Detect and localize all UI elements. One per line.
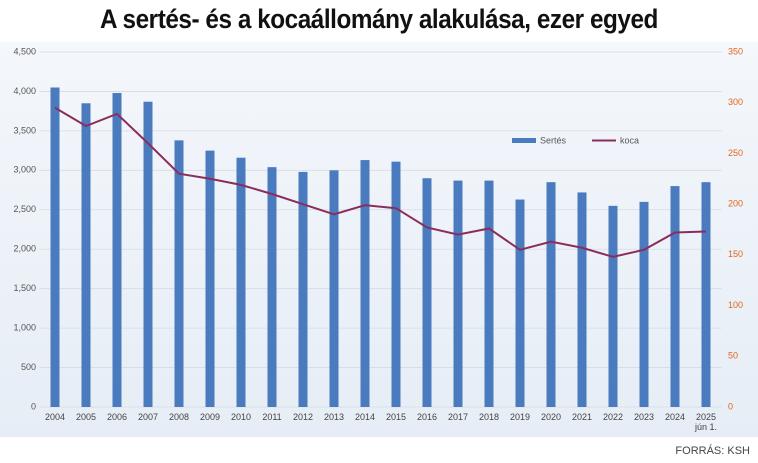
y-tick-label: 1,500	[13, 283, 36, 293]
x-tick-label: 2010	[230, 412, 252, 422]
y-tick-label: 3,500	[13, 125, 36, 135]
y-tick-label: 2,500	[13, 204, 36, 214]
y2-tick-label: 0	[728, 401, 733, 411]
plot-background	[0, 42, 758, 437]
bar	[50, 87, 60, 407]
y2-tick-label: 250	[728, 148, 743, 158]
bar	[112, 93, 122, 408]
line	[54, 106, 707, 258]
bar	[670, 186, 680, 407]
y-tick-label: 500	[21, 362, 36, 372]
x-tick-label: 2021	[571, 412, 593, 422]
legend-label: koca	[620, 135, 639, 145]
y2-tick-label: 150	[728, 249, 743, 259]
bar	[360, 160, 370, 407]
y2-tick-label: 350	[728, 46, 743, 56]
bar	[174, 140, 184, 407]
y-tick-label: 2,000	[13, 244, 36, 254]
bar	[484, 180, 494, 407]
x-tick-label: 2011	[262, 412, 282, 422]
y-tick-label: 4,000	[13, 86, 36, 96]
y-tick-label: 3,000	[13, 165, 36, 175]
bar	[143, 101, 153, 407]
x-tick-label: 2008	[168, 412, 190, 422]
legend-label: Sertés	[540, 135, 567, 145]
y-tick-label: 0	[31, 401, 36, 411]
x-tick-label: 2006	[106, 412, 128, 422]
x-tick-label: 2019	[509, 412, 531, 422]
x-tick-label: 2007	[137, 412, 159, 422]
x-tick-label: 2005	[75, 412, 97, 422]
x-tick-label: 2014	[354, 412, 376, 422]
chart-title: A sertés- és a kocaállomány alakulása, e…	[100, 4, 658, 34]
y2-tick-label: 50	[728, 351, 738, 361]
legend-swatch	[512, 138, 536, 143]
y-tick-label: 4,500	[13, 46, 36, 56]
bar	[546, 182, 556, 407]
y2-tick-label: 100	[728, 300, 743, 310]
source: FORRÁS: KSH	[675, 445, 750, 457]
x-tick-label: 2024	[664, 412, 686, 422]
y2-tick-label: 300	[728, 97, 743, 107]
bar	[81, 103, 91, 408]
y-tick-label: 1,000	[13, 322, 36, 332]
bar	[422, 178, 432, 407]
x-tick-label: 2009	[199, 412, 221, 422]
bar	[515, 199, 525, 407]
bar	[205, 150, 215, 407]
bar	[577, 192, 587, 407]
x-tick-label: 2012	[292, 412, 314, 422]
bar	[608, 205, 618, 407]
bar	[639, 201, 649, 407]
x-tick-label: 2013	[323, 412, 345, 422]
x-tick-label: 2022	[602, 412, 624, 422]
x-tick-label: 2004	[44, 412, 66, 422]
x-tick-label: 2018	[478, 412, 500, 422]
bar	[329, 170, 339, 407]
bar	[267, 167, 277, 407]
y2-tick-label: 200	[728, 199, 743, 209]
x-tick-label: 2016	[416, 412, 438, 422]
bar	[391, 161, 401, 407]
x-tick-label: 2023	[633, 412, 655, 422]
x-tick-label: 2025 jún 1.	[694, 412, 718, 432]
bar	[701, 182, 711, 407]
x-tick-label: 2017	[447, 412, 469, 422]
x-tick-label: 2015	[385, 412, 407, 422]
bar	[236, 157, 246, 407]
x-tick-label: 2020	[540, 412, 562, 422]
bar	[453, 180, 463, 407]
bar	[298, 171, 308, 407]
